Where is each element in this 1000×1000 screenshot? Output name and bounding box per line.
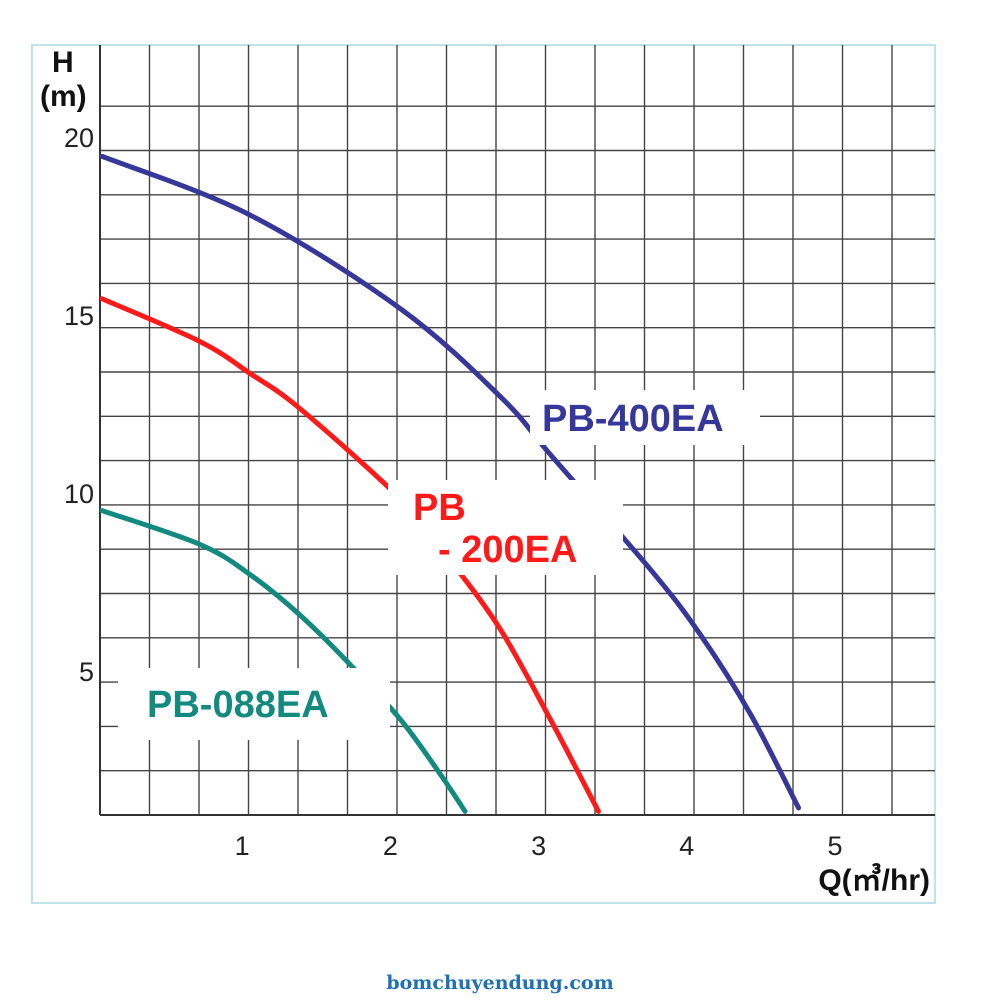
- y-tick-label: 15: [64, 301, 94, 331]
- y-tick-label: 20: [64, 123, 94, 153]
- x-axis-label: Q(㎥/hr): [818, 863, 930, 897]
- x-tick-label: 4: [679, 831, 694, 861]
- series-label-pb400ea: PB-400EA: [542, 398, 724, 440]
- series-label-pb088ea: PB-088EA: [147, 684, 329, 726]
- y-tick-label: 5: [79, 657, 94, 687]
- label-bg-200: [388, 480, 623, 575]
- site-watermark: bomchuyendung.com: [386, 972, 614, 994]
- label-bg-400: [530, 390, 760, 445]
- chart-frame: [31, 44, 936, 904]
- label-bg-088: [118, 668, 390, 740]
- x-tick-label: 3: [531, 831, 546, 861]
- series-curve-pb400ea: [99, 153, 802, 811]
- series-labels: PB-400EA PB - 200EA PB-088EA: [118, 390, 760, 740]
- x-tick-label: 1: [235, 831, 250, 861]
- series-label-pb200ea-line1: PB: [413, 487, 466, 529]
- y-axis-label-h: H: [52, 46, 74, 79]
- pump-curve-chart: PB-400EA PB - 200EA PB-088EA 1 2 3 4 5 5 10 15 2…: [31, 44, 936, 904]
- x-tick-label: 2: [383, 831, 398, 861]
- y-axis-label-unit: (m): [40, 80, 87, 113]
- series-label-pb200ea-line2: - 200EA: [438, 529, 577, 571]
- series-curve-pb088ea: [99, 508, 468, 814]
- axis-ticks: 1 2 3 4 5 5 10 15 20: [64, 123, 843, 861]
- x-tick-label: 5: [827, 831, 842, 861]
- y-tick-label: 10: [64, 479, 94, 509]
